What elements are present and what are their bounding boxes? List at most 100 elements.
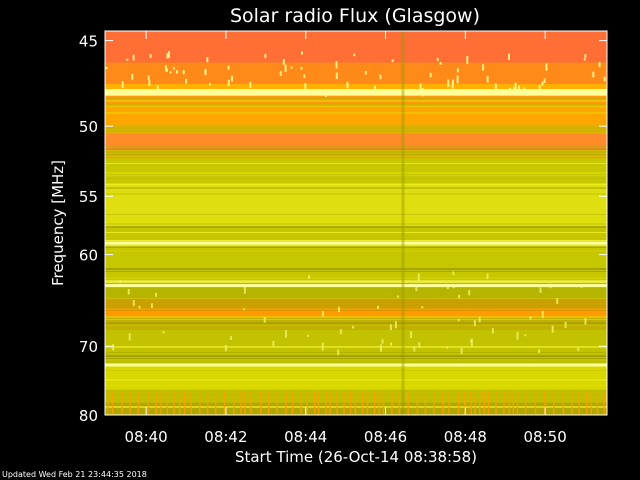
low-band-streak: [354, 391, 357, 415]
burst-speck: [126, 58, 129, 61]
noise-row: [105, 379, 607, 381]
noise-row: [105, 127, 607, 129]
low-band-streak: [349, 391, 352, 415]
low-band-streak: [285, 391, 287, 415]
low-band-streak: [166, 391, 169, 415]
y-tick-label: 50: [79, 118, 98, 136]
burst-speck: [249, 81, 252, 88]
noise-row: [105, 223, 607, 225]
band-16: [105, 298, 607, 309]
x-axis: 08:40 08:42 08:44 08:46 08:48 08:50: [124, 31, 567, 446]
low-band-streak: [291, 391, 294, 415]
band-6: [105, 124, 607, 134]
noise-row: [105, 106, 607, 107]
noise-row: [105, 163, 607, 164]
noise-row: [105, 217, 607, 218]
burst-speck: [230, 336, 233, 340]
band-17: [105, 308, 607, 319]
burst-speck: [583, 58, 586, 61]
noise-row: [105, 277, 607, 279]
burst-speck: [176, 70, 179, 74]
noise-row: [105, 130, 607, 131]
low-band-streak: [300, 391, 302, 415]
x-tick-label: 08:42: [204, 428, 247, 446]
y-axis-label: Frequency [MHz]: [49, 160, 67, 286]
burst-speck: [337, 349, 340, 356]
band-7: [105, 133, 607, 151]
low-band-streak: [107, 391, 109, 415]
low-band-streak: [478, 391, 481, 415]
burst-speck: [390, 342, 393, 346]
burst-speck: [478, 316, 481, 323]
burst-speck: [436, 57, 439, 61]
low-band-streak: [416, 391, 419, 415]
burst-speck: [172, 67, 175, 70]
burst-speck: [224, 344, 227, 352]
burst-speck: [545, 63, 548, 71]
noise-row: [105, 241, 607, 242]
burst-speck: [551, 325, 554, 333]
low-band-streak: [214, 391, 217, 415]
noise-row: [105, 370, 607, 371]
low-band-streak: [457, 391, 460, 415]
burst-speck: [494, 83, 497, 90]
low-band-streak: [552, 391, 555, 415]
low-band-streak: [325, 391, 327, 415]
low-band-streak: [512, 391, 515, 415]
x-tick-label: 08:40: [124, 428, 167, 446]
noise-row: [105, 220, 607, 221]
noise-row: [105, 298, 607, 299]
band-14: [105, 280, 607, 286]
low-band-streak: [407, 391, 409, 415]
burst-speck: [208, 82, 211, 86]
band-11: [105, 226, 607, 241]
burst-speck: [538, 84, 541, 91]
low-band-streak: [534, 391, 537, 415]
burst-speck: [206, 57, 209, 63]
noise-row: [105, 346, 607, 348]
burst-speck: [264, 53, 267, 59]
burst-speck: [300, 51, 303, 55]
burst-speck: [185, 78, 188, 84]
burst-speck: [167, 51, 170, 59]
y-axis: 45 50 55 60 70 80: [79, 33, 607, 425]
burst-speck: [149, 54, 152, 58]
burst-speck: [564, 321, 567, 329]
low-band-streak: [578, 391, 580, 415]
low-band-streak: [250, 391, 252, 415]
burst-speck: [339, 329, 342, 335]
low-band-streak: [343, 391, 345, 415]
low-band-streak: [571, 391, 573, 415]
burst-speck: [127, 288, 130, 295]
band-10: [105, 183, 607, 227]
band-20: [105, 365, 607, 390]
burst-speck: [204, 68, 207, 74]
burst-speck: [381, 339, 384, 344]
y-tick-label: 70: [79, 338, 98, 356]
low-band-streak: [544, 391, 546, 415]
noise-row: [105, 172, 607, 174]
burst-speck: [486, 273, 489, 280]
burst-speck: [364, 70, 367, 75]
burst-speck: [556, 298, 559, 305]
noise-row: [105, 382, 607, 383]
low-band-streak: [433, 391, 435, 415]
low-band-streak: [483, 391, 486, 415]
burst-speck: [415, 283, 418, 292]
low-band-streak: [244, 391, 246, 415]
y-tick-label: 60: [79, 247, 98, 265]
burst-speck: [447, 79, 450, 88]
burst-speck: [374, 85, 377, 92]
bright-line-3: [105, 363, 607, 367]
noise-row: [105, 226, 607, 228]
burst-speck: [491, 327, 494, 334]
burst-speck: [308, 275, 311, 279]
burst-speck: [452, 271, 455, 276]
frequency-bands: [105, 31, 607, 415]
burst-speck: [243, 308, 246, 311]
low-band-streak: [586, 391, 588, 415]
y-tick-label: 80: [79, 407, 98, 425]
low-band-streak: [562, 391, 565, 415]
noise-texture: [105, 51, 607, 415]
